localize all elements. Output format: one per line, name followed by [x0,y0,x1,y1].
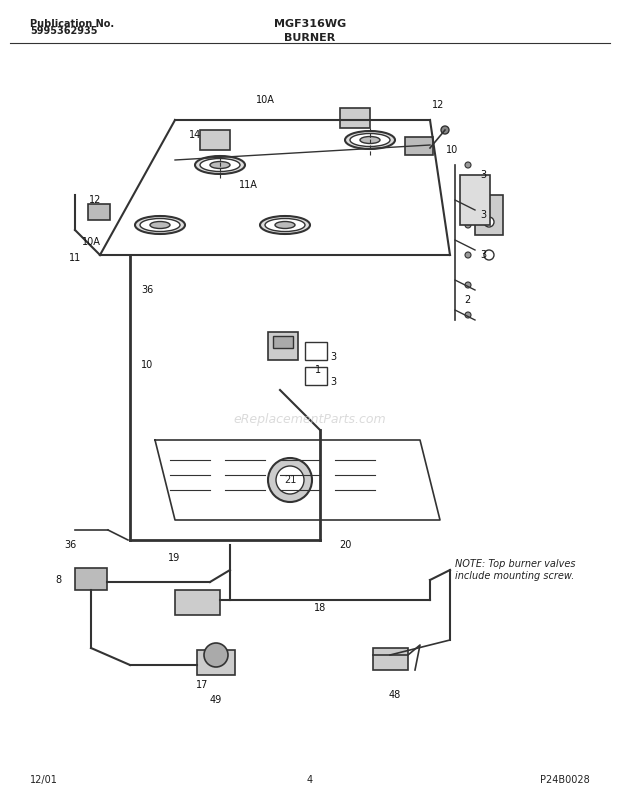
Text: 4: 4 [307,775,313,785]
Circle shape [465,192,471,198]
Text: 3: 3 [480,170,486,180]
Text: 5995362935: 5995362935 [30,26,97,36]
Text: 1: 1 [315,365,321,375]
Bar [405,137,433,155]
Circle shape [465,162,471,168]
Text: 36: 36 [64,540,76,550]
Text: 12: 12 [432,100,444,110]
Text: 3: 3 [480,210,486,220]
Text: 11: 11 [69,253,81,263]
Circle shape [268,458,312,502]
Text: 19: 19 [168,553,180,563]
Text: 12: 12 [89,195,101,205]
Circle shape [484,250,494,260]
Text: 10A: 10A [82,237,100,247]
Bar [340,108,370,128]
Text: Publication No.: Publication No. [30,19,114,29]
Circle shape [465,312,471,318]
Circle shape [276,466,304,494]
Text: 48: 48 [389,690,401,700]
Bar [373,648,408,670]
Circle shape [465,222,471,228]
Ellipse shape [345,131,395,149]
Text: 2: 2 [464,295,470,305]
Circle shape [484,217,494,227]
Ellipse shape [210,162,230,169]
Text: 10: 10 [141,360,153,370]
Text: eReplacementParts.com: eReplacementParts.com [234,414,386,426]
Bar [175,590,220,615]
Bar [475,195,503,235]
Text: 49: 49 [210,695,222,705]
Bar [305,367,327,385]
Text: 17: 17 [196,680,208,690]
Ellipse shape [135,216,185,234]
Text: 20: 20 [339,540,351,550]
Ellipse shape [195,156,245,174]
Text: MGF316WG: MGF316WG [274,19,346,29]
Text: 3: 3 [330,352,336,362]
Ellipse shape [275,222,295,229]
Text: 14: 14 [189,130,201,140]
Text: 3: 3 [330,377,336,387]
Text: NOTE: Top burner valves
include mounting screw.: NOTE: Top burner valves include mounting… [454,559,575,581]
Bar [200,130,230,150]
Circle shape [441,126,449,134]
Text: P24B0028: P24B0028 [540,775,590,785]
Text: 36: 36 [141,285,153,295]
Ellipse shape [140,218,180,231]
Ellipse shape [260,216,310,234]
Text: 8: 8 [55,575,61,585]
Text: 21: 21 [284,475,296,485]
Bar [460,175,490,225]
Bar [88,204,110,220]
Circle shape [465,282,471,288]
Text: BURNER: BURNER [285,33,335,43]
Bar [197,650,235,675]
Text: 3: 3 [480,250,486,260]
Ellipse shape [360,137,380,143]
Circle shape [204,643,228,667]
Text: 10A: 10A [255,95,275,105]
Bar [273,336,293,348]
Ellipse shape [150,222,170,229]
Bar [268,332,298,360]
Ellipse shape [350,134,390,146]
Text: 18: 18 [314,603,326,613]
Text: 12/01: 12/01 [30,775,58,785]
Bar [75,568,107,590]
Text: 10: 10 [446,145,458,155]
Text: 11A: 11A [239,180,257,190]
Circle shape [465,252,471,258]
Bar [305,342,327,360]
Ellipse shape [200,158,240,171]
Ellipse shape [265,218,305,231]
